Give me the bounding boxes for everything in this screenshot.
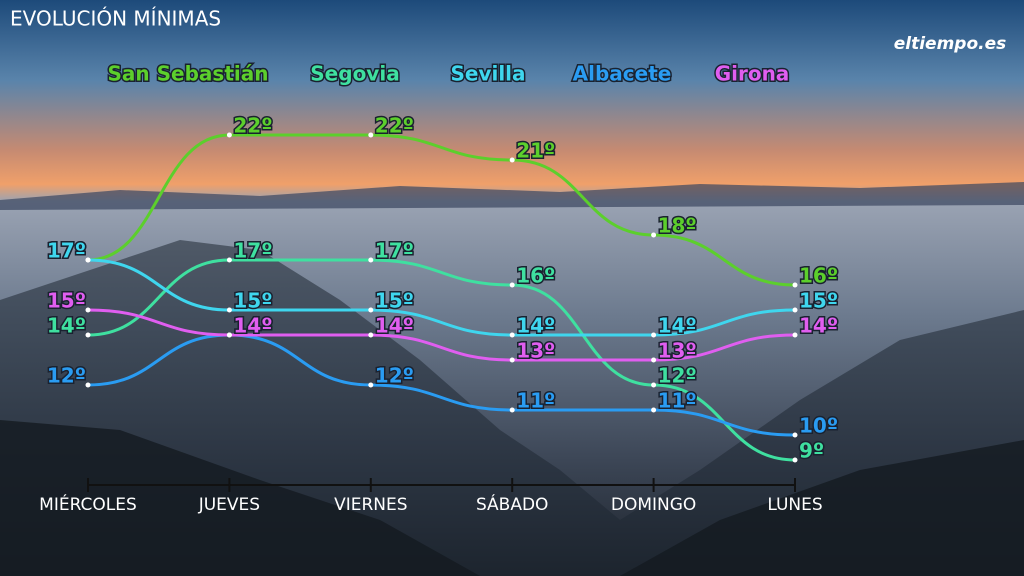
x-tick-label: JUEVES: [198, 495, 260, 515]
series-line: [87, 258, 796, 337]
x-tick-label: SÁBADO: [476, 493, 549, 515]
series-line: [87, 333, 796, 437]
data-label: 17º: [47, 239, 86, 263]
data-label: 14º: [233, 314, 272, 338]
point: [85, 382, 91, 388]
point: [226, 332, 232, 338]
point: [509, 157, 515, 163]
x-tick-label: LUNES: [767, 495, 822, 515]
point: [368, 307, 374, 313]
data-label: 17º: [233, 239, 272, 263]
data-label: 22º: [375, 114, 414, 138]
data-label: 15º: [799, 289, 838, 313]
data-label: 21º: [516, 139, 555, 163]
point: [651, 232, 657, 238]
point: [651, 332, 657, 338]
data-label: 12º: [47, 364, 86, 388]
data-label: 16º: [516, 264, 555, 288]
data-label: 14º: [375, 314, 414, 338]
point: [226, 307, 232, 313]
x-tick-label: MIÉRCOLES: [39, 493, 137, 515]
forest: [0, 420, 480, 576]
chart-title: EVOLUCIÓN MÍNIMAS: [10, 7, 221, 31]
data-label: 17º: [375, 239, 414, 263]
data-label: 14º: [799, 314, 838, 338]
point: [368, 332, 374, 338]
logo: eltiempo.es: [894, 34, 1007, 54]
data-label: 14º: [233, 314, 272, 338]
data-label: 9º: [799, 439, 824, 463]
data-label: 11º: [658, 389, 697, 413]
point: [368, 382, 374, 388]
point: [792, 457, 798, 463]
data-label: 22º: [233, 114, 272, 138]
point: [226, 132, 232, 138]
data-label: 18º: [658, 214, 697, 238]
data-label: 13º: [516, 339, 555, 363]
x-tick-label: DOMINGO: [611, 495, 696, 515]
data-label: 16º: [799, 264, 838, 288]
point: [368, 132, 374, 138]
point: [226, 257, 232, 263]
series-line: [87, 308, 796, 362]
point: [509, 332, 515, 338]
data-label: 10º: [799, 414, 838, 438]
point: [651, 407, 657, 413]
legend-entry: Segovia: [310, 62, 399, 86]
series-line: [87, 258, 796, 462]
point: [85, 332, 91, 338]
point: [792, 332, 798, 338]
data-label: 14º: [516, 314, 555, 338]
data-label: 15º: [47, 289, 86, 313]
legend-entry: Girona: [715, 62, 790, 86]
series-line: [87, 133, 796, 287]
data-label: 15º: [233, 289, 272, 313]
point: [792, 307, 798, 313]
point: [509, 282, 515, 288]
x-tick-label: VIERNES: [334, 495, 407, 515]
forest: [620, 440, 1024, 576]
data-label: 15º: [375, 289, 414, 313]
data-label: 12º: [658, 364, 697, 388]
point: [509, 407, 515, 413]
point: [651, 357, 657, 363]
legend-entry: Albacete: [573, 62, 672, 86]
point: [85, 257, 91, 263]
data-label: 13º: [658, 339, 697, 363]
legend-entry: Sevilla: [450, 62, 525, 86]
data-label: 14º: [658, 314, 697, 338]
point: [792, 432, 798, 438]
data-label: 14º: [47, 314, 86, 338]
point: [368, 257, 374, 263]
legend-entry: San Sebastián: [108, 62, 269, 86]
point: [85, 307, 91, 313]
data-label: 17º: [47, 239, 86, 263]
data-label: 12º: [375, 364, 414, 388]
mountains: [0, 182, 1024, 210]
data-label: 11º: [516, 389, 555, 413]
point: [792, 282, 798, 288]
point: [651, 382, 657, 388]
point: [509, 357, 515, 363]
